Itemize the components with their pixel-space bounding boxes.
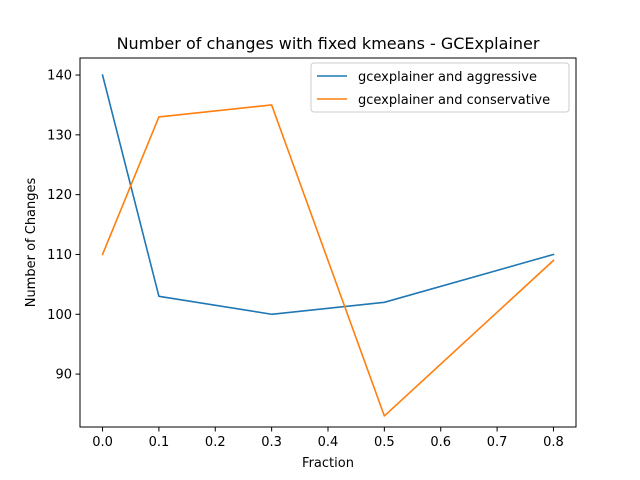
x-axis: 0.0 0.1 0.2 0.3 0.4 0.5 0.6 0.7 0.8 — [92, 427, 564, 450]
series-lines — [101, 74, 555, 417]
x-tick-label: 0.6 — [430, 435, 451, 450]
x-tick-label: 0.4 — [318, 435, 339, 450]
y-tick-label: 130 — [47, 128, 72, 143]
x-axis-label: Fraction — [302, 456, 354, 471]
plot-frame — [79, 57, 577, 428]
x-tick-label: 0.3 — [261, 435, 282, 450]
y-tick-label: 120 — [47, 188, 72, 203]
y-tick-label: 90 — [55, 368, 72, 383]
y-axis-label: Number of Changes — [24, 177, 39, 307]
y-tick-label: 110 — [47, 248, 72, 263]
x-tick-label: 0.2 — [205, 435, 226, 450]
x-tick-label: 0.1 — [149, 435, 170, 450]
legend-label-1: gcexplainer and aggressive — [358, 70, 537, 85]
series-line-1 — [101, 74, 555, 316]
legend-box — [310, 62, 570, 113]
y-tick-label: 140 — [47, 69, 72, 84]
x-tick-label: 0.5 — [374, 435, 395, 450]
y-tick-label: 100 — [47, 308, 72, 323]
legend-label-2: gcexplainer and conservative — [358, 93, 550, 108]
legend: gcexplainer and aggressive gcexplainer an… — [310, 62, 570, 113]
series-line-2 — [101, 104, 555, 417]
x-tick-label: 0.8 — [543, 435, 564, 450]
chart-title: Number of changes with fixed kmeans - GC… — [117, 34, 540, 53]
y-axis: 90 100 110 120 130 140 — [47, 69, 80, 383]
x-tick-label: 0.0 — [92, 435, 113, 450]
x-tick-label: 0.7 — [487, 435, 508, 450]
